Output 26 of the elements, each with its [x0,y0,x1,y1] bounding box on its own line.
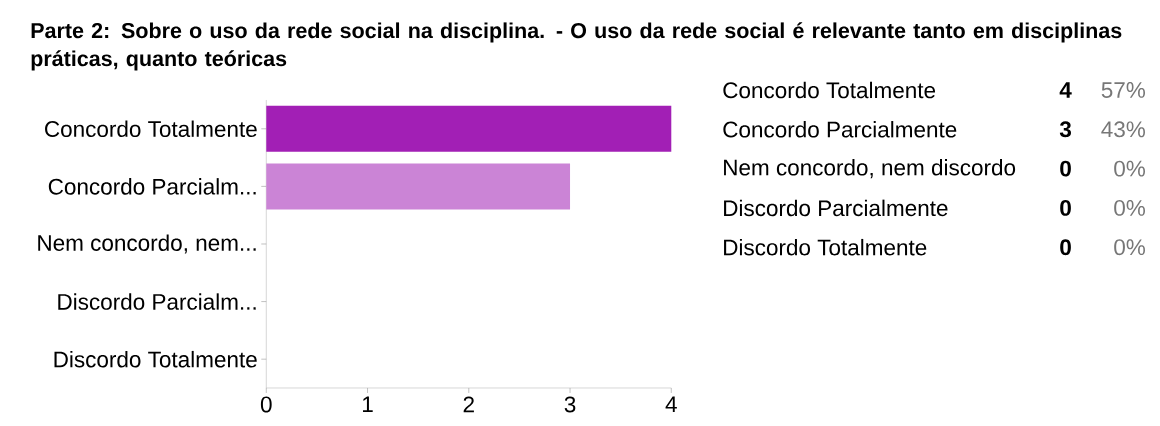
text: 0 [1060,160,1071,177]
text: 0% [1114,160,1146,177]
text: 0% [1114,239,1146,256]
y-tick-label: Nem concordo, nem... [38,234,256,254]
text: Nem concordo, nem discordo [724,159,1016,179]
text: 4 [1059,82,1072,98]
y-tick-label: Discordo Totalmente [54,350,257,368]
text: 57% [1101,82,1146,98]
x-tick-label: 1 [362,396,373,412]
x-tick-label: 0 [260,396,272,413]
text: 0 [1060,199,1071,216]
chart-title: Parte 2: Sobre o uso da rede social na disciplina. - O uso da rede social é relevante tanto em disciplinas práticas, quanto teóricas [31,22,1122,71]
text: Discordo Totalmente [724,238,927,256]
text: 0% [1114,199,1146,216]
y-tick-label: Discordo Parcialm... [58,293,256,310]
text: 3 [1059,121,1071,138]
x-tick-label: 3 [564,396,576,413]
y-tick-label: Concordo Parcialm... [48,178,256,195]
text: Concordo Totalmente [723,81,936,99]
text: Concordo Parcialmente [723,121,957,138]
x-tick-label: 4 [665,396,677,412]
text: 0 [1060,239,1071,256]
x-tick-label: 2 [463,396,474,413]
text: Discordo Parcialmente [724,199,948,217]
text: 43% [1101,121,1146,138]
y-tick-label: Concordo Totalmente [45,120,257,138]
